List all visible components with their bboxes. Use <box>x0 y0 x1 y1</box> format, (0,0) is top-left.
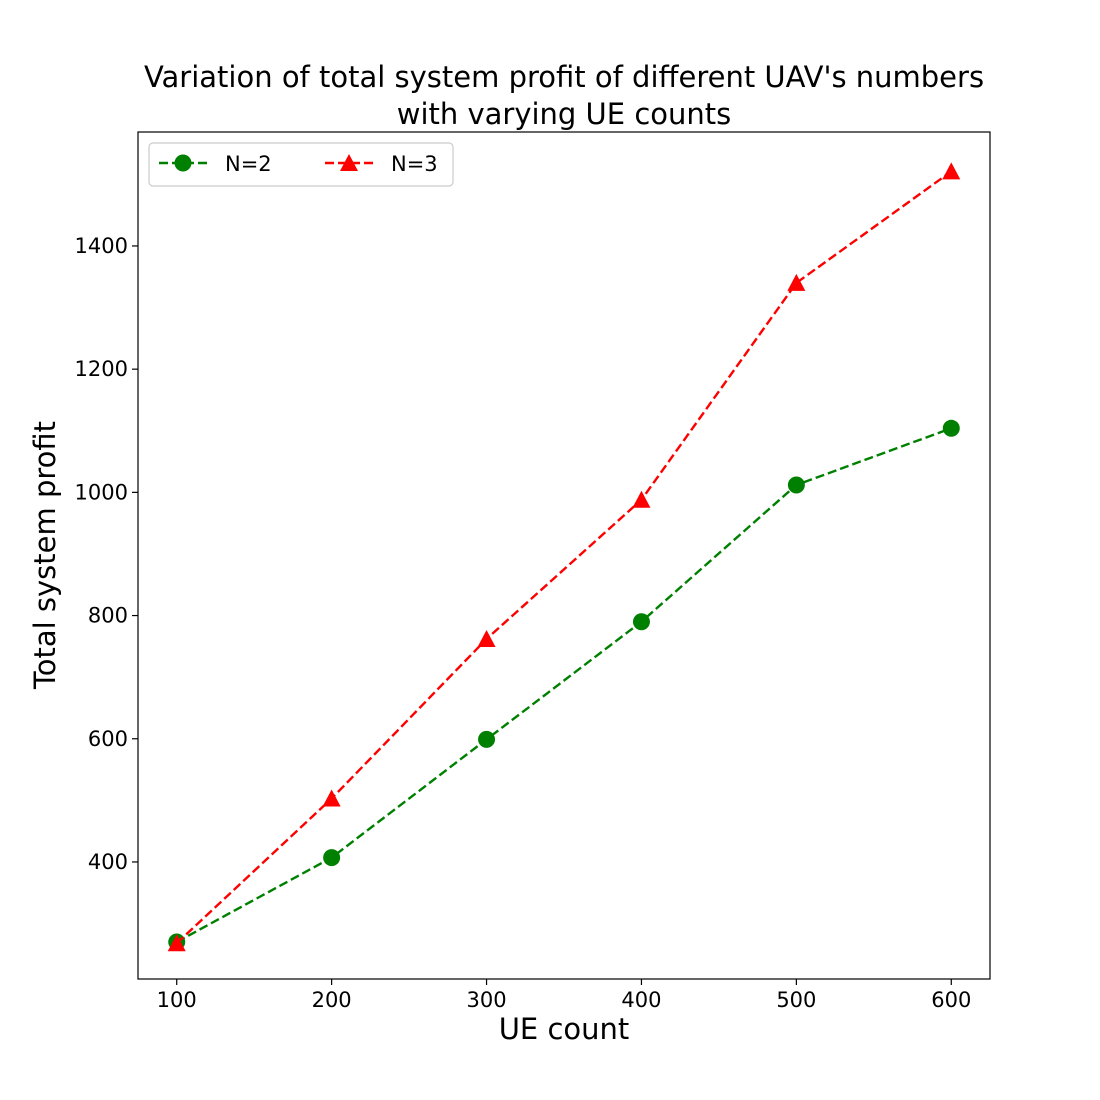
series-2-point <box>632 490 651 508</box>
series-2-point <box>942 162 961 180</box>
y-tick-label: 1000 <box>75 480 128 504</box>
tick-layer: 100 200 300 400 500 600 400 600 800 1000 1200 1400 <box>75 234 972 1012</box>
series-1-point <box>323 849 341 867</box>
series-line-2 <box>175 170 952 945</box>
x-tick-label: 600 <box>931 988 971 1012</box>
x-axis-label: UE count <box>499 1012 630 1046</box>
y-tick-label: 1200 <box>75 357 128 381</box>
series-2-point <box>167 934 186 952</box>
plot-area-frame <box>137 131 991 980</box>
chart-title-line-1: Variation of total system profit of diff… <box>144 60 984 94</box>
series-2-point <box>477 629 496 647</box>
series-1-point <box>478 730 496 748</box>
legend-label-n3: N=3 <box>391 152 438 176</box>
legend-box <box>148 142 454 187</box>
series-line-1 <box>176 427 952 944</box>
x-tick-label: 100 <box>157 988 197 1012</box>
chart-title-line-2: with varying UE counts <box>397 97 732 131</box>
series-1-point <box>632 613 650 631</box>
legend-marker-n2 <box>174 154 192 172</box>
x-tick-label: 200 <box>312 988 352 1012</box>
series-2-point <box>322 789 341 807</box>
x-tick-label: 500 <box>776 988 816 1012</box>
x-tick-label: 300 <box>466 988 506 1012</box>
y-axis-label: Total system profit <box>28 421 62 690</box>
x-tick-label: 400 <box>621 988 661 1012</box>
y-tick-label: 800 <box>88 604 128 628</box>
series-layer <box>167 162 961 952</box>
series-1-point <box>942 419 960 437</box>
y-tick-label: 400 <box>88 850 128 874</box>
legend: N=2 N=3 <box>148 142 454 187</box>
legend-marker-n3 <box>340 154 358 171</box>
series-1-point <box>787 476 805 494</box>
series-2-point <box>787 273 806 291</box>
y-tick-label: 600 <box>88 727 128 751</box>
y-tick-label: 1400 <box>75 234 128 258</box>
legend-label-n2: N=2 <box>225 152 272 176</box>
